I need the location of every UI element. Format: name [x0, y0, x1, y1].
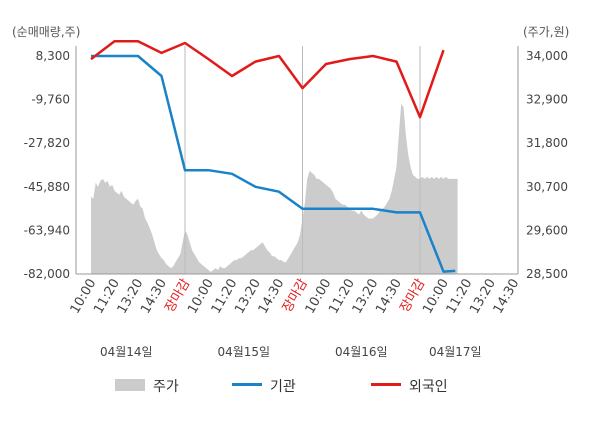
day-divider-layer [184, 46, 421, 274]
right-axis-ticks: 34,000 32,900 31,800 30,700 29,600 28,500 [526, 49, 568, 281]
right-tick-label: 32,900 [526, 93, 568, 107]
right-tick-label: 28,500 [526, 267, 568, 281]
date-label: 04월16일 [335, 345, 388, 359]
right-tick-label: 31,800 [526, 136, 568, 150]
left-tick-label: -27,820 [24, 136, 70, 150]
date-label: 04월14일 [100, 345, 153, 359]
left-axis-ticks: 8,300 -9,760 -27,820 -45,880 -63,940 -82,000 [24, 49, 70, 281]
x-axis-ticks: 10:0011:2013:2014:30장마감10:0011:2013:2014… [68, 276, 523, 316]
right-tick-label: 34,000 [526, 49, 568, 63]
series-area-0 [91, 103, 458, 274]
legend-label: 외국인 [409, 379, 448, 395]
date-label: 04월17일 [429, 345, 482, 359]
series-line-layer [90, 40, 456, 273]
date-labels: 04월14일 04월15일 04월16일 04월17일 [100, 345, 482, 359]
left-tick-label: -9,760 [31, 93, 70, 107]
right-tick-label: 29,600 [526, 223, 568, 237]
price-area-layer [91, 103, 458, 274]
series-line-2 [90, 40, 445, 119]
left-tick-label: -45,880 [24, 180, 70, 194]
left-tick-label: 8,300 [36, 49, 70, 63]
right-axis-unit-label: (주가,원) [523, 25, 569, 39]
legend-label: 기관 [270, 379, 296, 395]
series-line-1 [91, 54, 456, 273]
left-tick-label: -82,000 [24, 267, 70, 281]
left-tick-label: -63,940 [24, 223, 70, 237]
left-axis-unit-label: (순매매량,주) [12, 25, 80, 39]
legend-swatch-line [232, 383, 262, 386]
legend-swatch-box [115, 379, 145, 391]
legend-label: 주가 [153, 379, 179, 395]
date-label: 04월15일 [217, 345, 270, 359]
right-tick-label: 30,700 [526, 180, 568, 194]
legend: 주가 기관 외국인 [115, 379, 448, 395]
legend-swatch-line [371, 383, 401, 386]
